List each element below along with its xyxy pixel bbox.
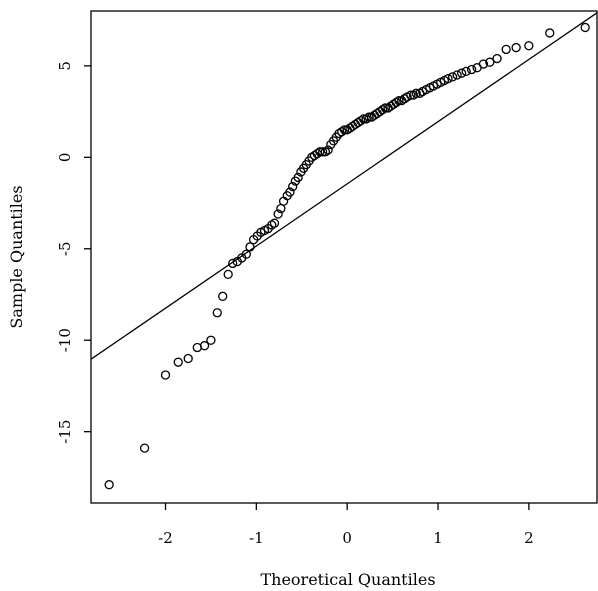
data-point [485,57,495,67]
data-point [223,269,233,280]
data-point [285,187,295,197]
y-axis: -15 -10 -5 0 5 [56,61,91,444]
data-point [447,72,458,82]
data-point [293,172,303,183]
data-point [492,53,502,64]
data-point [212,308,222,318]
data-point [406,90,416,100]
y-tick-label: -10 [56,328,74,352]
data-point [320,147,331,157]
data-point [501,44,511,55]
data-point [218,291,228,301]
x-tick-label: 0 [342,529,352,547]
x-tick-label: -1 [249,529,264,547]
x-axis-label: Theoretical Quantiles [260,570,435,589]
data-point [580,22,590,33]
data-point [323,145,333,155]
data-point [511,42,521,53]
x-tick-label: -2 [158,529,173,547]
data-point [339,125,350,135]
data-point [356,116,366,126]
data-point [380,103,390,113]
y-tick-label: -5 [56,241,74,256]
data-point [524,41,534,51]
data-point [228,258,238,269]
data-point [391,97,401,108]
data-point [245,242,255,252]
data-point [364,112,374,122]
x-tick-label: 1 [433,529,443,547]
data-point [461,66,471,77]
x-axis: -2 -1 0 1 2 [158,503,534,547]
data-point [139,443,150,453]
data-point [377,105,388,115]
y-tick-label: -15 [56,420,74,444]
data-point [361,114,371,124]
data-point [273,209,283,219]
data-point [411,88,421,98]
data-point [337,127,347,137]
data-point [160,370,171,380]
data-points [104,22,590,490]
data-point [206,335,216,345]
data-point [394,95,404,106]
y-axis-label: Sample Quantiles [7,185,26,328]
data-point [267,220,277,230]
data-point [478,59,489,69]
data-point [288,181,298,192]
data-point [408,90,419,100]
data-point [318,147,328,157]
data-point [269,218,280,228]
data-point [183,353,193,364]
y-tick-label: 5 [56,61,74,71]
data-point [173,357,183,367]
plot-frame [90,10,598,504]
y-tick-label: 0 [56,153,74,163]
data-point [241,249,251,259]
data-point [545,28,555,38]
data-point [443,74,453,84]
data-point [199,341,210,351]
data-point [456,68,467,78]
data-point [466,64,477,75]
x-tick-label: 2 [524,529,534,547]
qq-reference-line [91,12,597,360]
data-point [104,480,114,490]
data-point [452,70,462,80]
